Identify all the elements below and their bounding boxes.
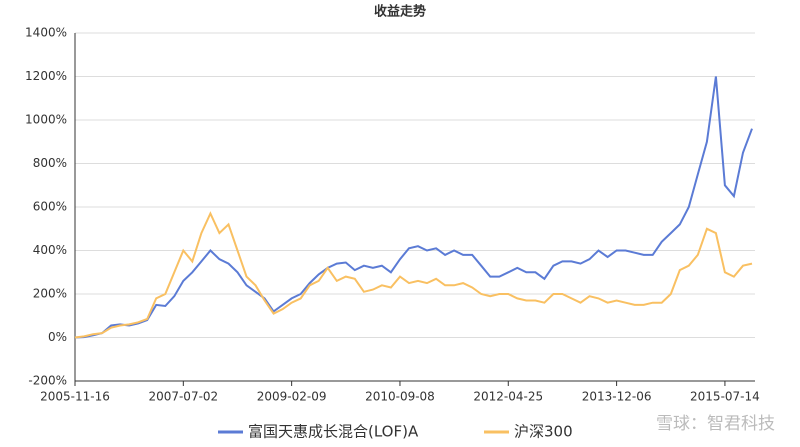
- x-tick-label: 2009-02-09: [257, 390, 327, 404]
- line-series: [74, 211, 753, 339]
- x-tick-label: 2010-09-08: [365, 390, 435, 404]
- y-tick-label: 1200%: [25, 69, 67, 83]
- y-tick-label: 1000%: [25, 113, 67, 127]
- y-tick-label: 0%: [48, 330, 67, 344]
- legend-item: 富国天惠成长混合(LOF)A: [218, 423, 419, 441]
- y-tick-label: -200%: [28, 374, 67, 388]
- x-tick-label: 2005-11-16: [40, 390, 110, 404]
- chart-title: 收益走势: [374, 4, 426, 20]
- watermark: 雪球：智君科技: [656, 414, 775, 434]
- x-tick-label: 2013-12-06: [582, 390, 652, 404]
- y-tick-label: 800%: [33, 156, 67, 170]
- legend-item: 沪深300: [484, 423, 573, 441]
- x-tick-label: 2007-07-02: [148, 390, 218, 404]
- y-tick-label: 600%: [33, 200, 67, 214]
- y-tick-label: 1400%: [25, 26, 67, 40]
- legend-label: 富国天惠成长混合(LOF)A: [248, 423, 419, 441]
- y-tick-label: 400%: [33, 243, 67, 257]
- legend-label: 沪深300: [514, 423, 573, 441]
- y-tick-label: 200%: [33, 287, 67, 301]
- line-series: [74, 76, 753, 339]
- x-tick-label: 2012-04-25: [473, 390, 543, 404]
- x-tick-label: 2015-07-14: [690, 390, 760, 404]
